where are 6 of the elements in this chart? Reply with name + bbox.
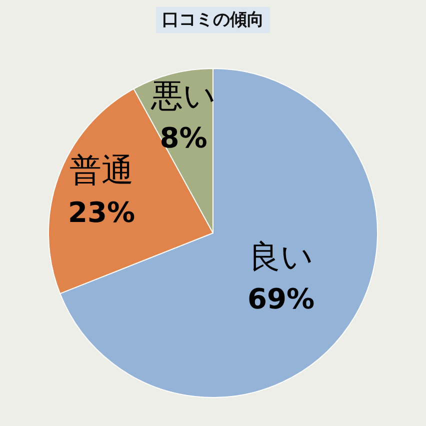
data-label: 8% [160, 122, 208, 155]
slice-label: 普通 [70, 151, 134, 190]
chart-title: 口コミの傾向 [156, 7, 270, 33]
data-label: 69% [248, 282, 315, 316]
slice-label: 良い [248, 238, 314, 276]
data-label: 23% [68, 196, 136, 230]
